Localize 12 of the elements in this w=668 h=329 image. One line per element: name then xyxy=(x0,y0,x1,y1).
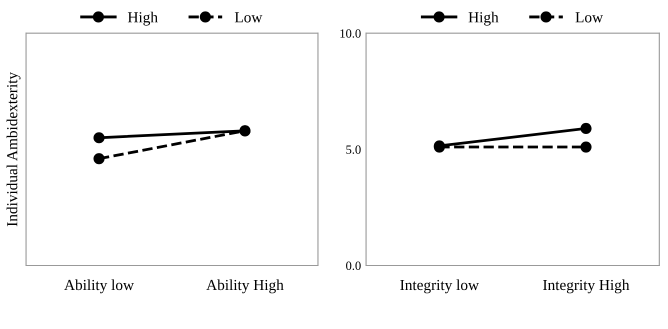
legend-label: High xyxy=(128,12,158,26)
y-axis-title: Individual Ambidexterity xyxy=(6,72,20,226)
x-tick-label: Ability High xyxy=(206,279,284,294)
y-tick-label: 10.0 xyxy=(340,29,361,38)
x-tick-label: Integrity low xyxy=(400,279,479,294)
legend-label: Low xyxy=(234,12,262,22)
y-tick-label: 0.0 xyxy=(346,262,361,270)
x-tick-label: Ability low xyxy=(64,279,134,294)
legend-label: High xyxy=(468,12,498,26)
x-tick-label: Integrity High xyxy=(543,279,630,294)
legend-label: Low xyxy=(576,12,604,22)
y-tick-label: 5.0 xyxy=(346,145,361,154)
